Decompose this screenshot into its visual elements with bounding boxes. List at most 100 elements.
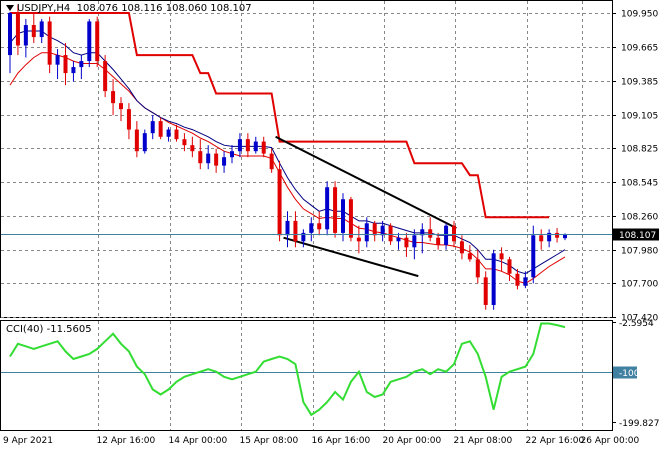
candle[interactable] [23,19,28,58]
trailing-stop-line [10,12,550,219]
candle[interactable] [261,136,266,158]
candle-body [348,199,353,238]
candle[interactable] [119,97,123,122]
candle[interactable] [523,271,528,289]
candle[interactable] [380,220,385,242]
candle[interactable] [47,16,52,74]
candle[interactable] [15,4,20,56]
candle[interactable] [174,124,179,142]
candle[interactable] [364,217,369,248]
candle[interactable] [39,19,44,44]
candle-body [230,151,234,158]
candle-body [269,153,274,170]
price-axis: 109.950 109.665 109.385 109.105 108.825 108.5… [612,10,658,324]
candle-body [245,139,250,152]
candle[interactable] [356,225,361,254]
candle[interactable] [166,127,171,142]
candle[interactable] [420,223,425,254]
current-price-tag [613,228,659,241]
candle[interactable] [63,43,68,86]
candle[interactable] [8,11,12,74]
trendline[interactable] [283,236,419,278]
candle-body [491,253,496,305]
candle-body [182,139,187,146]
candle[interactable] [158,117,163,140]
candle[interactable] [293,211,298,248]
candle[interactable] [333,181,338,238]
candle[interactable] [436,232,441,250]
time-label: 22 Apr 16:00 [526,436,585,446]
candle-body [55,55,60,65]
candle[interactable] [103,55,108,98]
candlesticks[interactable] [8,4,567,310]
candle[interactable] [301,229,306,248]
candle-body [507,259,512,274]
candle[interactable] [507,256,512,281]
candle[interactable] [348,196,353,242]
candle[interactable] [309,217,314,242]
candle[interactable] [317,211,322,236]
candle-body [523,277,528,286]
candle[interactable] [444,223,449,250]
candle[interactable] [475,249,480,284]
candle[interactable] [111,79,116,116]
candle-body [412,235,417,248]
candle[interactable] [134,121,139,158]
candle[interactable] [31,13,36,44]
candle-body [396,237,401,242]
candle[interactable] [214,148,219,173]
candle-body [111,91,116,104]
candle-body [222,157,227,166]
candle[interactable] [372,220,377,242]
candle[interactable] [285,211,290,248]
candle-body [253,141,258,152]
candle[interactable] [126,103,131,140]
candle[interactable] [531,225,536,284]
time-label: 9 Apr 2021 [3,436,53,446]
candle[interactable] [491,249,496,310]
candle[interactable] [539,229,544,250]
price-tick-label: 107.980 [621,247,658,257]
candle[interactable] [182,133,187,152]
candle[interactable] [396,232,401,250]
candle[interactable] [150,115,155,140]
time-label: 20 Apr 00:00 [383,436,442,446]
candle[interactable] [555,228,560,243]
candle-body [531,235,536,278]
candle[interactable] [55,49,60,80]
candle[interactable] [483,271,488,310]
candle-body [301,232,306,242]
candle[interactable] [253,136,258,154]
candle[interactable] [341,193,345,242]
candle[interactable] [269,148,274,173]
candle[interactable] [222,151,227,173]
candle[interactable] [277,160,282,242]
candle[interactable] [467,244,472,262]
candle[interactable] [428,217,433,242]
candle[interactable] [404,232,409,257]
candle[interactable] [95,16,100,68]
trendline[interactable] [275,135,457,229]
candle[interactable] [515,268,520,290]
collapse-arrow-icon[interactable] [6,5,14,11]
candle[interactable] [245,133,250,158]
candle[interactable] [459,235,464,260]
candle[interactable] [206,145,211,170]
candle[interactable] [87,19,92,68]
candle[interactable] [325,181,330,236]
candle[interactable] [547,229,552,248]
candle[interactable] [237,133,242,158]
candle[interactable] [198,139,203,170]
candle[interactable] [190,136,195,158]
candle[interactable] [142,129,147,154]
candle[interactable] [499,247,504,272]
candle-body [95,21,100,62]
candle[interactable] [71,61,76,82]
candle[interactable] [79,55,84,80]
candle-body [404,237,409,248]
candle-body [285,220,290,236]
candle-body [293,220,298,242]
candle[interactable] [230,145,234,164]
